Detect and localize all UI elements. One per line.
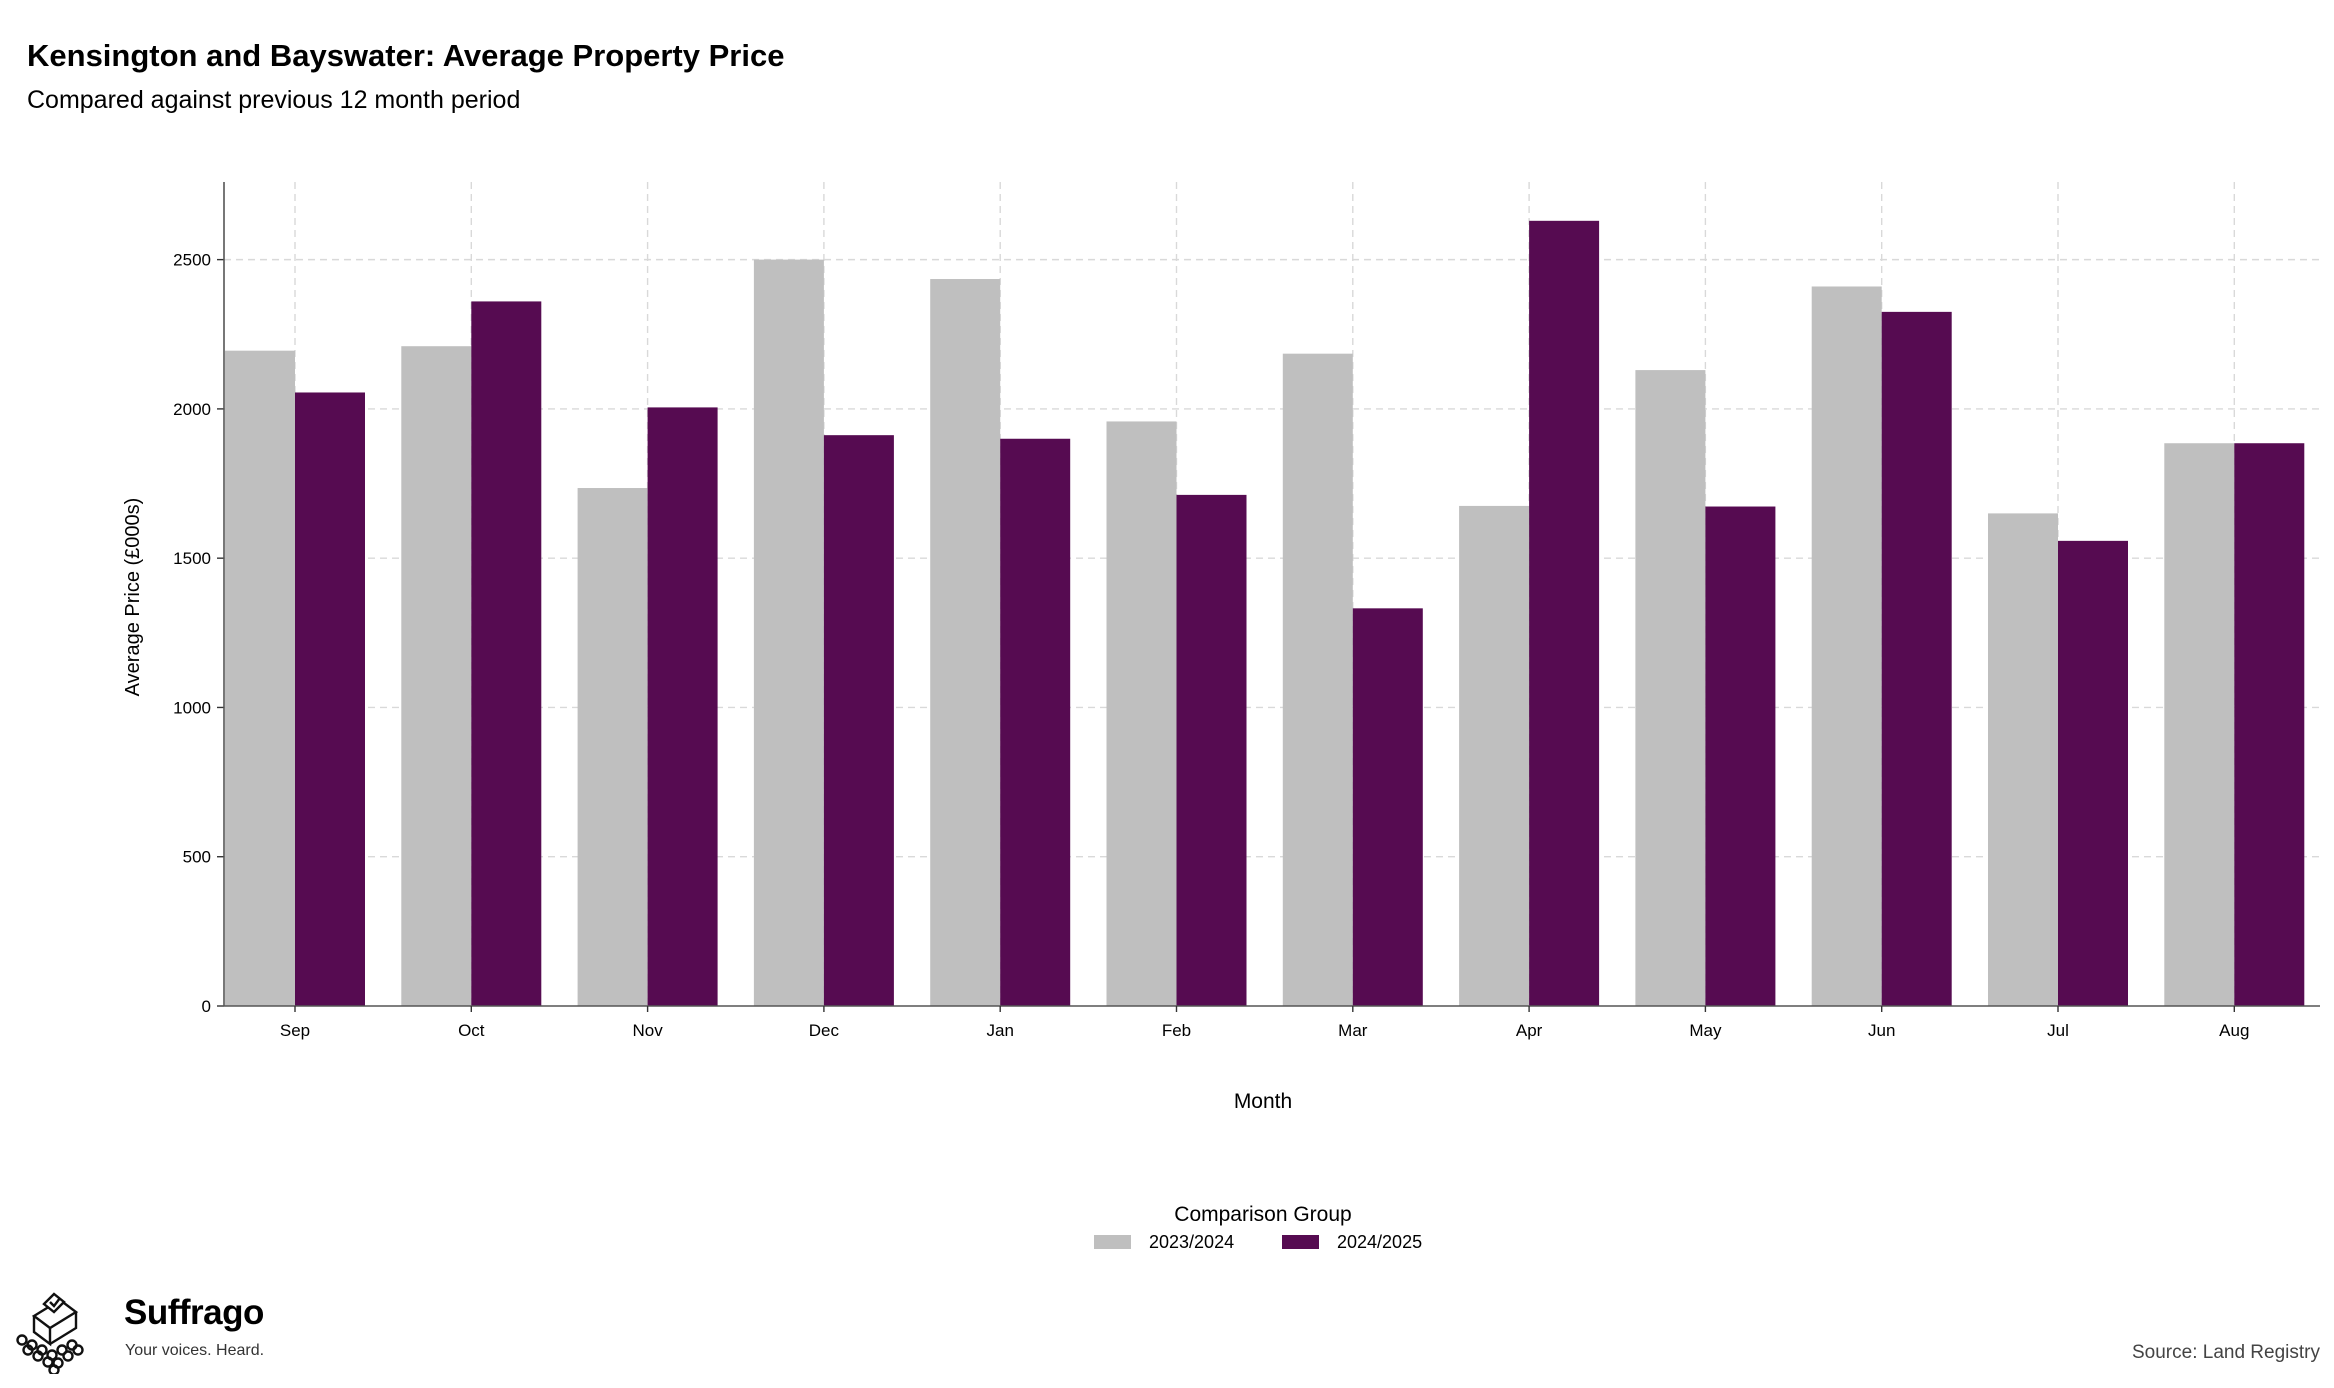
bar-jun-2024-2025	[1881, 311, 1952, 1006]
bar-nov-2023-2024	[577, 488, 648, 1006]
bar-aug-2023-2024	[2164, 443, 2235, 1006]
brand-logo: Suffrago Your voices. Heard.	[14, 1290, 274, 1380]
y-tick-label: 1000	[173, 698, 211, 717]
x-tick-label: Nov	[632, 1021, 663, 1040]
brand-name: Suffrago	[124, 1293, 264, 1332]
bar-nov-2024-2025	[647, 407, 718, 1007]
x-tick-label: Oct	[458, 1021, 485, 1040]
legend-label: 2024/2025	[1337, 1232, 1422, 1252]
legend-title: Comparison Group	[1174, 1203, 1351, 1226]
bar-apr-2024-2025	[1529, 220, 1600, 1007]
y-axis-title: Average Price (£000s)	[122, 498, 144, 697]
bar-jan-2023-2024	[930, 279, 1001, 1006]
bar-dec-2023-2024	[753, 259, 824, 1007]
x-tick-label: Dec	[809, 1021, 840, 1040]
axes-layer: 0 500 1000 1500 2000 2500 Sep Oct Nov Dec Jan Feb Ma…	[173, 182, 2320, 1040]
y-tick-label: 2000	[173, 400, 211, 419]
y-tick-label: 0	[202, 997, 211, 1016]
x-tick-label: Feb	[1162, 1021, 1191, 1040]
bar-sep-2024-2025	[295, 392, 365, 1006]
x-tick-label: Jun	[1868, 1021, 1895, 1040]
bar-mar-2024-2025	[1352, 608, 1423, 1006]
bar-jan-2024-2025	[1000, 438, 1071, 1006]
bar-jun-2023-2024	[1811, 286, 1882, 1006]
y-tick-label: 500	[183, 848, 211, 867]
x-tick-label: Jul	[2047, 1021, 2069, 1040]
bar-oct-2023-2024	[401, 346, 472, 1007]
chart-subtitle: Compared against previous 12 month perio…	[27, 86, 521, 114]
x-tick-label: May	[1689, 1021, 1722, 1040]
bar-dec-2024-2025	[823, 435, 894, 1006]
bar-mar-2023-2024	[1282, 353, 1353, 1007]
legend-label: 2023/2024	[1149, 1232, 1234, 1252]
bar-may-2024-2025	[1705, 506, 1776, 1006]
bar-feb-2023-2024	[1106, 421, 1177, 1006]
legend: 2023/2024 2024/2025	[1094, 1232, 1422, 1252]
brand-tagline: Your voices. Heard.	[125, 1342, 265, 1359]
x-tick-label: Apr	[1516, 1021, 1543, 1040]
legend-swatch	[1282, 1235, 1319, 1249]
chart-title: Kensington and Bayswater: Average Proper…	[27, 38, 785, 73]
ballot-box-icon	[16, 1292, 84, 1374]
x-tick-label: Mar	[1338, 1021, 1368, 1040]
bar-jul-2024-2025	[2058, 540, 2128, 1006]
legend-swatch	[1094, 1235, 1131, 1249]
bar-oct-2024-2025	[471, 301, 542, 1006]
bar-aug-2024-2025	[2234, 443, 2305, 1006]
bar-jul-2023-2024	[1988, 513, 2058, 1006]
bar-sep-2023-2024	[225, 350, 295, 1006]
x-axis-title: Month	[1234, 1090, 1292, 1113]
x-tick-label: Sep	[280, 1021, 310, 1040]
bar-apr-2023-2024	[1459, 505, 1530, 1006]
source-note: Source: Land Registry	[2132, 1342, 2320, 1363]
x-tick-label: Jan	[986, 1021, 1013, 1040]
bars-layer	[225, 220, 2305, 1007]
bar-may-2023-2024	[1635, 370, 1706, 1007]
y-tick-label: 1500	[173, 549, 211, 568]
bar-feb-2024-2025	[1176, 494, 1247, 1006]
y-tick-label: 2500	[173, 251, 211, 270]
x-tick-label: Aug	[2219, 1021, 2249, 1040]
